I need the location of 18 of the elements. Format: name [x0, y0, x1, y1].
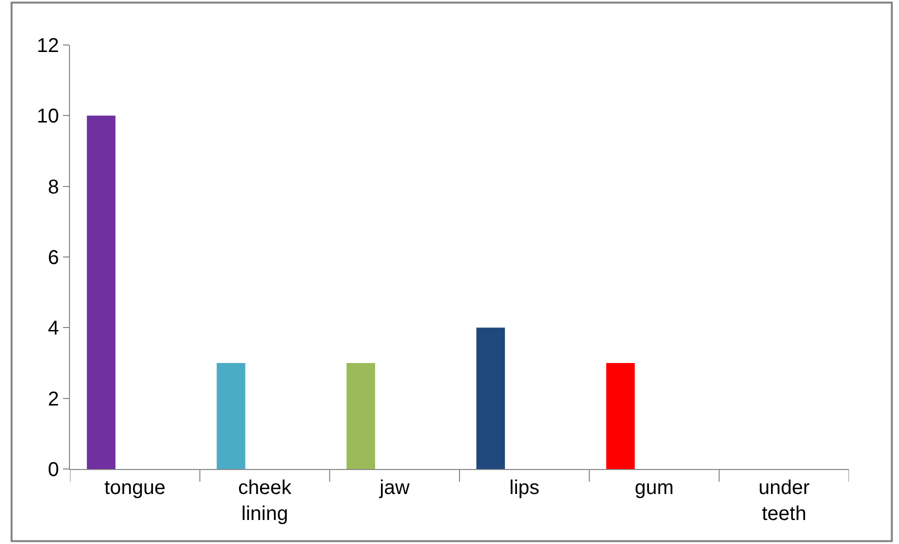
x-tick-label: under teeth: [758, 477, 810, 525]
y-tick-label: 2: [48, 388, 59, 410]
y-tick-label: 0: [48, 459, 59, 481]
y-tick-label: 10: [36, 106, 59, 128]
x-tick-label: jaw: [378, 477, 410, 499]
bar: [346, 363, 376, 469]
y-tick-label: 4: [48, 318, 59, 340]
bar: [606, 363, 635, 469]
bar: [86, 116, 116, 469]
bar: [216, 363, 246, 469]
x-tick-label: lips: [509, 477, 540, 499]
x-tick-label: gum: [634, 477, 674, 499]
y-tick-label: 8: [48, 176, 59, 198]
y-tick-label: 6: [48, 247, 59, 269]
x-tick-label: cheek lining: [238, 477, 292, 525]
x-tick-label: tongue: [104, 477, 166, 499]
bar: [476, 328, 505, 469]
y-tick-label: 12: [36, 35, 59, 57]
